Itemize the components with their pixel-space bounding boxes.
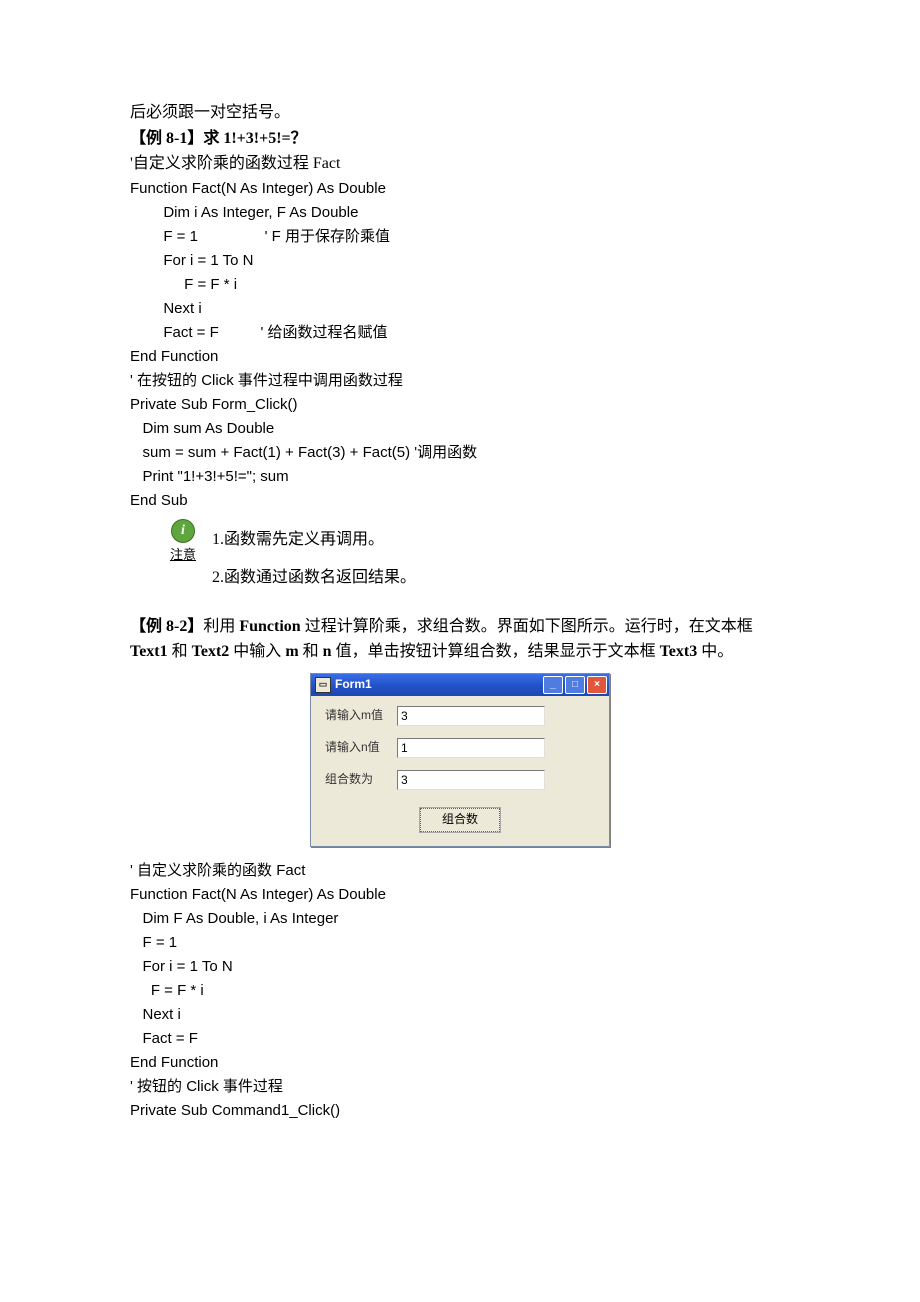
form-body: 请输入m值 3 请输入n值 1 组合数为 3 组合数 [311, 696, 609, 846]
example-8-1-title: 【例 8-1】求 1!+3!+5!=？ [130, 126, 790, 152]
ex82-title: 【例 8-2】 [130, 618, 203, 635]
note-block: i 注意 1.函数需先定义再调用。 2.函数通过函数名返回结果。 [170, 519, 790, 598]
code-line: Print "1!+3!+5!="; sum [130, 465, 790, 489]
input-m[interactable]: 3 [397, 706, 545, 726]
code-line: For i = 1 To N [130, 249, 790, 273]
code-line: Fact = F ' 给函数过程名赋值 [130, 321, 790, 345]
window-title: Form1 [335, 675, 372, 694]
code-line: For i = 1 To N [130, 955, 790, 979]
button-row: 组合数 [325, 808, 595, 832]
code-line: Dim sum As Double [130, 417, 790, 441]
document-page: 后必须跟一对空括号。 【例 8-1】求 1!+3!+5!=？ '自定义求阶乘的函… [0, 0, 920, 1183]
code-line: F = 1 [130, 931, 790, 955]
note-line-1: 1.函数需先定义再调用。 [212, 521, 416, 559]
intro-text: 后必须跟一对空括号。 [130, 100, 790, 126]
code-line: Function Fact(N As Integer) As Double [130, 177, 790, 201]
code-line: End Function [130, 345, 790, 369]
note-icon-wrap: i 注意 [170, 519, 196, 566]
maximize-button[interactable]: □ [565, 676, 585, 694]
note-label: 注意 [170, 545, 196, 566]
code-line: F = 1 ' F 用于保存阶乘值 [130, 225, 790, 249]
code-line: Private Sub Command1_Click() [130, 1099, 790, 1123]
combination-button[interactable]: 组合数 [420, 808, 500, 832]
label-n: 请输入n值 [325, 738, 397, 757]
code-line: ' 在按钮的 Click 事件过程中调用函数过程 [130, 369, 790, 393]
row-result: 组合数为 3 [325, 770, 595, 790]
titlebar-left: ▭ Form1 [315, 675, 372, 694]
vb-form-window: ▭ Form1 _ □ × 请输入m值 3 请输入n值 1 [310, 673, 610, 847]
code-line: Next i [130, 1003, 790, 1027]
code-line: F = F * i [130, 979, 790, 1003]
code-line: Dim i As Integer, F As Double [130, 201, 790, 225]
code-line: F = F * i [130, 273, 790, 297]
code-line: Next i [130, 297, 790, 321]
note-line-2: 2.函数通过函数名返回结果。 [212, 559, 416, 597]
code-line: End Sub [130, 489, 790, 513]
window-buttons: _ □ × [543, 676, 607, 694]
example-8-1-comment: '自定义求阶乘的函数过程 Fact [130, 151, 790, 177]
code-line: Fact = F [130, 1027, 790, 1051]
note-text: 1.函数需先定义再调用。 2.函数通过函数名返回结果。 [212, 519, 416, 598]
form-icon: ▭ [315, 677, 331, 693]
code-line: Dim F As Double, i As Integer [130, 907, 790, 931]
row-n: 请输入n值 1 [325, 738, 595, 758]
code-line: ' 自定义求阶乘的函数 Fact [130, 859, 790, 883]
close-button[interactable]: × [587, 676, 607, 694]
input-n[interactable]: 1 [397, 738, 545, 758]
row-m: 请输入m值 3 [325, 706, 595, 726]
minimize-button[interactable]: _ [543, 676, 563, 694]
code-line: Function Fact(N As Integer) As Double [130, 883, 790, 907]
input-result[interactable]: 3 [397, 770, 545, 790]
code-line: Private Sub Form_Click() [130, 393, 790, 417]
label-result: 组合数为 [325, 770, 397, 789]
label-m: 请输入m值 [325, 706, 397, 725]
window-titlebar: ▭ Form1 _ □ × [311, 674, 609, 696]
code-line: End Function [130, 1051, 790, 1075]
info-icon: i [171, 519, 195, 543]
screenshot-wrap: ▭ Form1 _ □ × 请输入m值 3 请输入n值 1 [130, 673, 790, 847]
code-line: ' 按钮的 Click 事件过程 [130, 1075, 790, 1099]
code-line: sum = sum + Fact(1) + Fact(3) + Fact(5) … [130, 441, 790, 465]
example-8-2-description: 【例 8-2】利用 Function 过程计算阶乘，求组合数。界面如下图所示。运… [130, 614, 790, 665]
